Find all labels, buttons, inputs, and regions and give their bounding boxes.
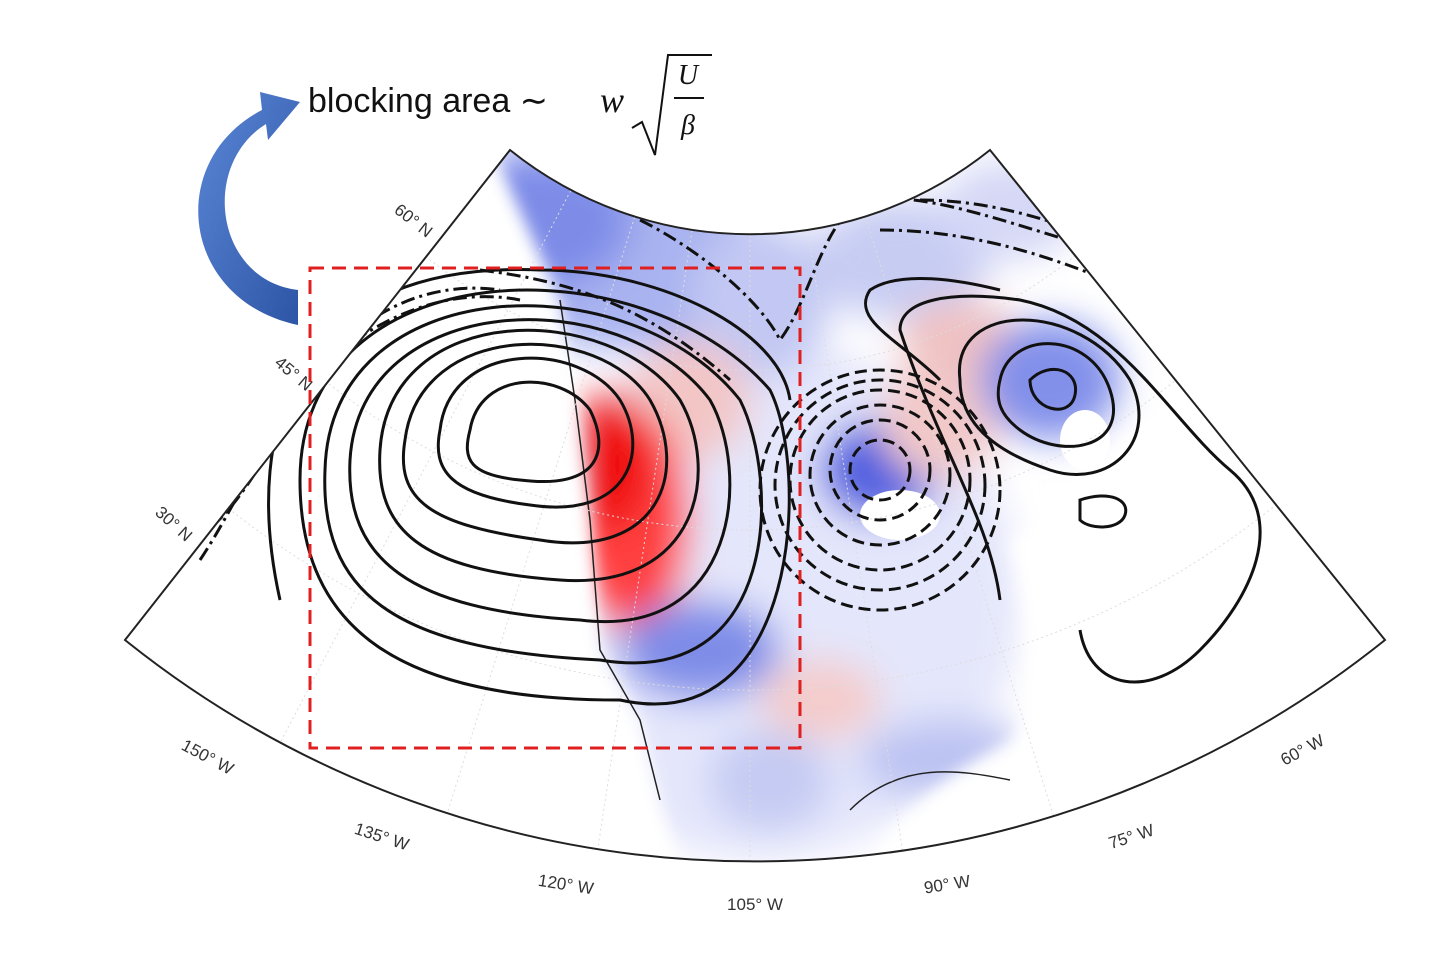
longitude-label: 105° W: [727, 895, 783, 914]
annotation-text: blocking area ∼: [308, 82, 548, 120]
longitude-label: 150° W: [178, 736, 236, 779]
longitude-label: 75° W: [1106, 821, 1156, 853]
latitude-label: 60° N: [391, 200, 436, 241]
longitude-label: 90° W: [923, 872, 972, 898]
annotation: blocking area ∼ w U β: [198, 54, 712, 325]
curved-arrow: [198, 92, 300, 325]
fraction-denominator: β: [680, 110, 695, 141]
sqrt-sign: [631, 54, 712, 156]
map-frame: [123, 148, 1387, 863]
longitude-label: 120° W: [537, 871, 595, 899]
longitude-label: 135° W: [352, 819, 411, 854]
blocking-box: [308, 266, 802, 750]
annotation-variable: w: [600, 80, 624, 120]
longitude-label: 60° W: [1277, 731, 1327, 770]
latitude-label: 30° N: [151, 503, 195, 546]
fraction-numerator: U: [678, 60, 700, 91]
